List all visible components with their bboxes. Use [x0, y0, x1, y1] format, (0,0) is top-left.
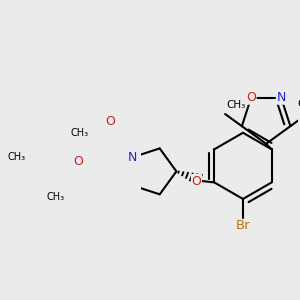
Text: O: O [106, 115, 116, 128]
Text: O: O [191, 175, 201, 188]
Text: O: O [246, 91, 256, 104]
Text: CH₃: CH₃ [46, 192, 64, 202]
Text: O: O [73, 155, 83, 168]
Text: CH₃: CH₃ [226, 100, 246, 110]
Text: Br: Br [236, 219, 250, 232]
Text: CH₃: CH₃ [7, 152, 25, 162]
Text: N: N [128, 151, 137, 164]
Text: CH₃: CH₃ [71, 128, 89, 138]
Text: CH₃: CH₃ [298, 99, 300, 109]
Text: N: N [276, 91, 286, 104]
